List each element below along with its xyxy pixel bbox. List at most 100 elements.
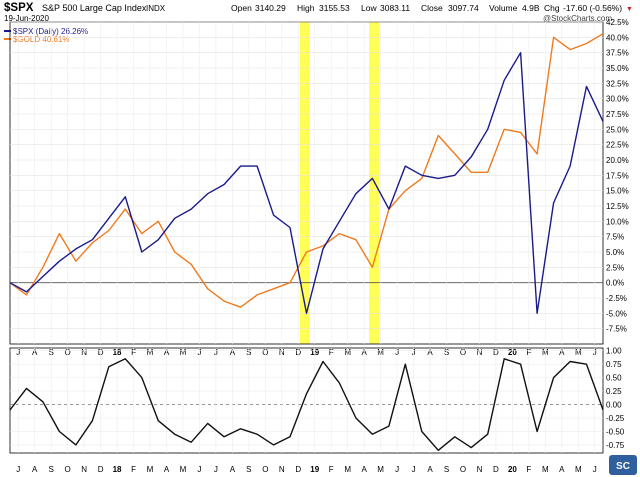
y-tick-label: 30.0%	[606, 95, 629, 104]
x-tick-label-lower: J	[214, 465, 218, 474]
x-tick-label-lower: 19	[310, 465, 319, 474]
open-value: 3140.29	[255, 3, 286, 13]
logo-box	[609, 455, 637, 475]
symbol-title: $SPX	[4, 2, 34, 14]
gold-line	[9, 33, 604, 308]
logo-text: SC	[616, 461, 630, 472]
open-label: Open	[231, 3, 252, 13]
legend-label-spx: $SPX (Daily) 26.26%	[13, 27, 88, 36]
x-tick-label-lower: M	[147, 465, 154, 474]
x-tick-label-lower: F	[526, 465, 531, 474]
chart-date: 19-Jun-2020	[4, 14, 49, 23]
high-label: High	[297, 3, 315, 13]
y-tick-label: 22.5%	[606, 141, 629, 150]
x-tick-label-lower: 20	[508, 465, 517, 474]
volume-label: Volume	[489, 3, 518, 13]
x-tick-label-lower: A	[361, 465, 367, 474]
legend-label-gold: $GOLD 40.61%	[13, 35, 69, 44]
x-tick-label-lower: 18	[113, 465, 122, 474]
x-tick-label-lower: D	[295, 465, 301, 474]
corr-y-tick-label: 1.00	[606, 347, 622, 356]
watermark: @StockCharts.com	[543, 14, 612, 23]
low-value: 3083.11	[380, 3, 410, 13]
x-tick-label: A	[32, 348, 38, 357]
x-tick-label-lower: S	[49, 465, 54, 474]
close-value: 3097.74	[448, 3, 479, 13]
x-tick-label-lower: D	[493, 465, 499, 474]
quote-bar: Open 3140.29 High 3155.53 Low 3083.11 Cl…	[231, 3, 633, 13]
x-tick-label-lower: M	[575, 465, 582, 474]
x-tick-label-lower: A	[164, 465, 170, 474]
y-tick-label: 7.5%	[606, 233, 624, 242]
chg-down-arrow-icon: ▼	[626, 6, 633, 13]
x-tick-label-lower: J	[412, 465, 416, 474]
x-tick-label-lower: N	[279, 465, 285, 474]
x-tick-label-lower: O	[65, 465, 71, 474]
y-tick-label: 37.5%	[606, 49, 629, 58]
high-value: 3155.53	[319, 3, 350, 13]
x-tick-label-lower: A	[559, 465, 565, 474]
x-tick-label-lower: O	[460, 465, 466, 474]
corr-y-tick-label: 0.75	[606, 360, 622, 369]
y-tick-label: -7.5%	[606, 325, 627, 334]
y-tick-label: 10.0%	[606, 217, 629, 226]
x-tick-label: A	[427, 348, 433, 357]
x-tick-label-lower: M	[180, 465, 187, 474]
x-tick-label-lower: M	[344, 465, 351, 474]
x-tick-label-lower: O	[262, 465, 268, 474]
low-label: Low	[361, 3, 377, 13]
x-tick-label-lower: A	[427, 465, 433, 474]
y-tick-label: 15.0%	[606, 187, 629, 196]
price-panel: 42.5% 40.0% 37.5% 35.0% 32.5% 30.0% 27.5% 25.0%…	[9, 18, 629, 357]
y-tick-label: 2.5%	[606, 263, 624, 272]
highlight-band-1	[299, 22, 310, 344]
y-tick-label: 35.0%	[606, 64, 629, 73]
y-tick-label: 0.0%	[606, 279, 624, 288]
spx-line	[9, 52, 604, 314]
stockcharts-logo: SC	[609, 455, 637, 475]
x-tick-label-lower: S	[444, 465, 449, 474]
x-tick-label-lower: M	[542, 465, 549, 474]
y-tick-label: 12.5%	[606, 202, 629, 211]
y-tick-label: 20.0%	[606, 156, 629, 165]
y-tick-label: 25.0%	[606, 125, 629, 134]
chg-label: Chg	[544, 3, 560, 13]
corr-y-tick-label: -0.25	[606, 414, 625, 423]
close-label: Close	[421, 3, 443, 13]
corr-y-tick-label: 0.25	[606, 387, 622, 396]
correlation-line	[9, 358, 604, 451]
y-tick-label: 32.5%	[606, 79, 629, 88]
corr-y-tick-label: 0.00	[606, 401, 622, 410]
correlation-panel: J A S O N D 18 F M A M J J A S O N D 19 F M A M J J A S O N D 20 F M A M J 1…	[9, 347, 625, 474]
x-tick-label-lower: J	[593, 465, 597, 474]
x-tick-label-lower: A	[32, 465, 38, 474]
corr-y-tick-label: -0.50	[606, 427, 625, 436]
x-tick-label-lower: A	[230, 465, 236, 474]
correlation-panel-frame	[9, 347, 604, 454]
y-tick-label: -2.5%	[606, 294, 627, 303]
corr-y-tick-label: 0.50	[606, 374, 622, 383]
x-tick-label-lower: F	[329, 465, 334, 474]
highlight-band-2	[369, 22, 379, 344]
x-tick-label: A	[361, 348, 367, 357]
x-tick-label: A	[559, 348, 565, 357]
x-tick-label-lower: J	[16, 465, 20, 474]
legend: $SPX (Daily) 26.26% $GOLD 40.61%	[4, 27, 88, 44]
x-tick-label-lower: M	[377, 465, 384, 474]
y-tick-label: 40.0%	[606, 33, 629, 42]
chg-value: -17.60 (-0.56%)	[563, 3, 622, 13]
x-tick-label: A	[230, 348, 236, 357]
x-tick-label-lower: N	[477, 465, 483, 474]
exchange-label: INDX	[146, 4, 166, 13]
index-name: S&P 500 Large Cap Index	[42, 3, 147, 13]
x-tick-label-lower: F	[131, 465, 136, 474]
x-tick-label-lower: J	[395, 465, 399, 474]
y-tick-label: 27.5%	[606, 110, 629, 119]
x-tick-label-lower: J	[197, 465, 201, 474]
y-tick-label: 17.5%	[606, 171, 629, 180]
corr-y-tick-label: -0.75	[606, 441, 625, 450]
volume-value: 4.9B	[522, 3, 540, 13]
x-tick-label-lower: D	[98, 465, 104, 474]
x-tick-label-lower: N	[81, 465, 87, 474]
